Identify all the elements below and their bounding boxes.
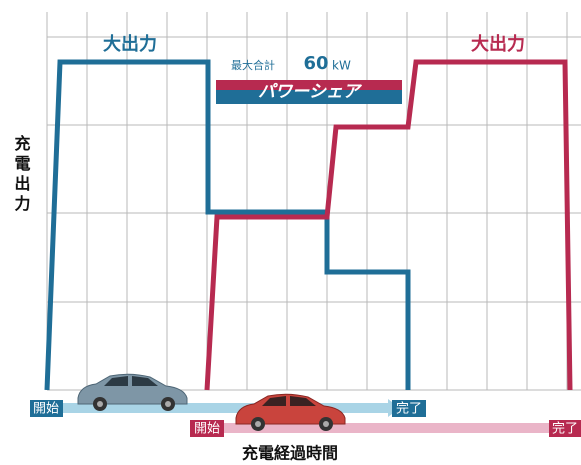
red-car (235, 393, 346, 431)
blue-car (77, 373, 188, 411)
red-power-line (204, 59, 573, 391)
y-axis-label: 充電出力 (12, 134, 31, 215)
red-end-tag (549, 420, 581, 437)
blue-peak-label: 大出力 (103, 33, 157, 55)
x-axis-label: 充電経過時間 (242, 444, 338, 463)
share-bar-red (216, 80, 402, 92)
share-prefix: 最大合計 (231, 58, 275, 72)
blue-start-tag (30, 400, 63, 417)
blue-start-label: 開始 (33, 402, 59, 417)
red-end-label: 完了 (552, 422, 578, 437)
red-peak-label: 大出力 (471, 33, 525, 55)
red-time-band (222, 423, 553, 433)
blue-end-label: 完了 (396, 402, 422, 417)
red-start-tag (190, 420, 224, 437)
share-value: 60 (303, 53, 328, 74)
blue-end-tag (392, 400, 426, 417)
share-banner: パワーシェア (258, 82, 363, 102)
share-bar-blue (216, 90, 402, 104)
red-start-label: 開始 (194, 422, 220, 437)
share-unit: kW (332, 59, 351, 73)
blue-power-line (44, 59, 411, 391)
